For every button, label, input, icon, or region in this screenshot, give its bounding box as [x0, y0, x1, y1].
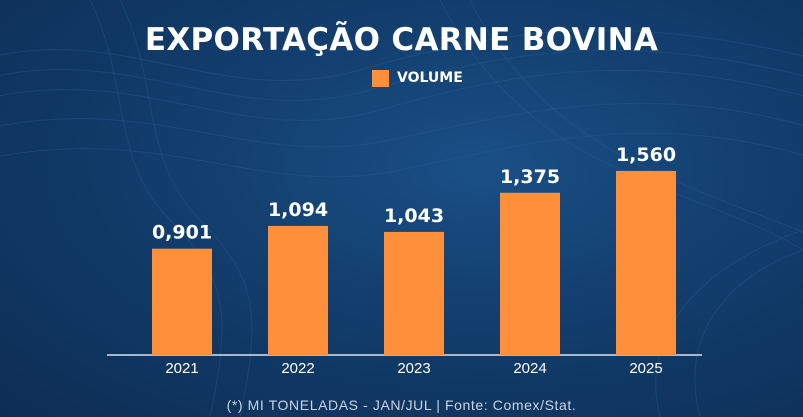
bar-2021: [152, 248, 212, 355]
x-tick-label-2025: 2025: [629, 360, 662, 377]
value-label-2023: 1,043: [384, 205, 444, 227]
x-tick-label-2024: 2024: [513, 360, 546, 377]
chart-legend: VOLUME: [372, 68, 463, 88]
x-tick-label-2023: 2023: [397, 360, 430, 377]
chart-footnote: (*) MI TONELADAS - JAN/JUL | Fonte: Come…: [226, 397, 577, 413]
value-label-2022: 1,094: [268, 199, 328, 221]
bar-2025: [616, 170, 676, 355]
value-label-2025: 1,560: [616, 144, 676, 166]
legend-swatch-volume: [372, 69, 389, 87]
bar-2024: [500, 192, 560, 355]
chart-title: EXPORTAÇÃO CARNE BOVINA: [144, 22, 659, 58]
value-label-2021: 0,901: [152, 222, 212, 244]
bar-2022: [268, 225, 328, 355]
x-tick-label-2021: 2021: [165, 360, 198, 377]
value-label-2024: 1,375: [500, 166, 560, 188]
bar-2023: [384, 231, 444, 355]
x-tick-label-2022: 2022: [281, 360, 314, 377]
legend-label-volume: VOLUME: [397, 70, 463, 86]
